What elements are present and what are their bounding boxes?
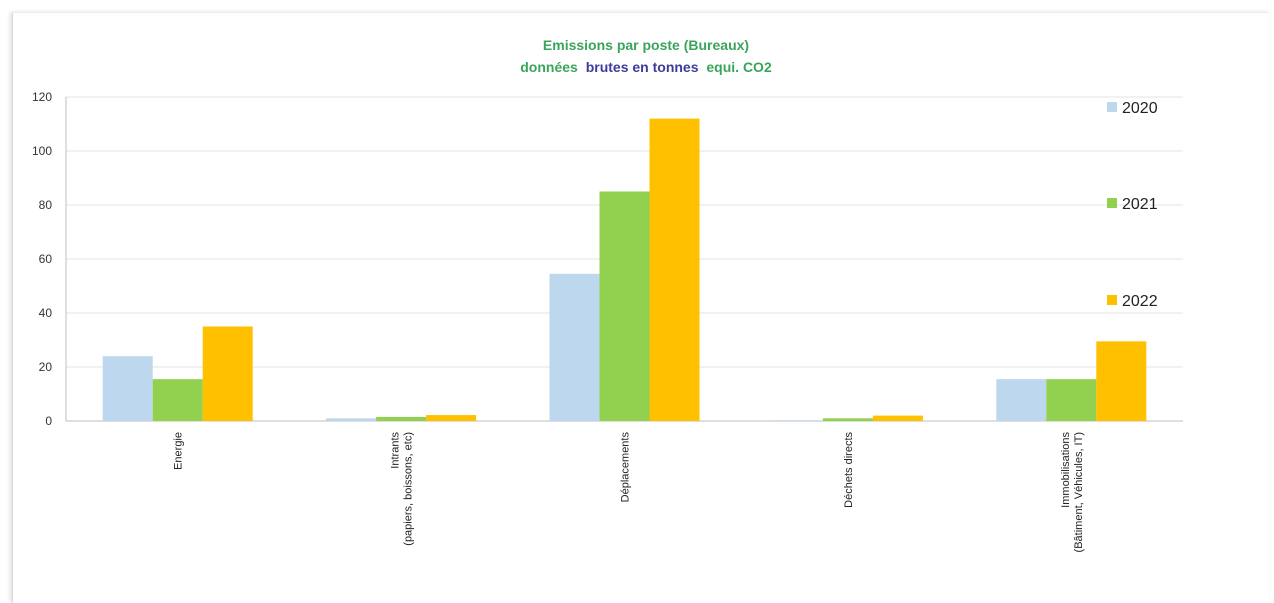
- legend-swatch: [1107, 102, 1117, 112]
- subtitle-part-2: brutes en tonnes: [586, 59, 699, 75]
- bar: [599, 191, 650, 421]
- y-tick-label: 120: [32, 90, 52, 104]
- legend-swatch: [1107, 198, 1117, 208]
- y-tick-label: 80: [39, 198, 53, 212]
- chart-subtitle: données brutes en tonnes equi. CO2: [520, 59, 772, 75]
- x-category-label: Energie: [173, 432, 185, 470]
- y-tick-label: 60: [39, 252, 53, 266]
- y-tick-label: 20: [39, 360, 53, 374]
- bar: [326, 418, 377, 421]
- legend-label: 2020: [1122, 100, 1158, 117]
- bar: [202, 326, 253, 421]
- legend-swatch: [1107, 295, 1117, 305]
- bar: [996, 379, 1047, 421]
- legend-label: 2022: [1122, 293, 1158, 310]
- legend-label: 2021: [1122, 196, 1158, 213]
- x-category-label: (Bâtiment, Véhicules, IT): [1073, 432, 1085, 552]
- chart-title: Emissions par poste (Bureaux): [543, 37, 749, 53]
- subtitle-part-1: données: [520, 59, 578, 75]
- bar: [1096, 341, 1147, 421]
- bar: [376, 416, 427, 421]
- bar: [549, 273, 600, 421]
- bar: [1046, 379, 1097, 421]
- subtitle-part-3: equi. CO2: [706, 59, 772, 75]
- bar: [426, 415, 477, 421]
- y-tick-label: 100: [32, 144, 52, 158]
- bar: [649, 118, 700, 421]
- x-category-label: Déchets directs: [843, 432, 855, 508]
- bar: [102, 356, 153, 421]
- x-category-label: (papiers, boissons, etc): [403, 432, 415, 546]
- x-category-label: Déplacements: [620, 432, 632, 503]
- x-category-label: Intrants: [390, 432, 402, 469]
- bar: [822, 418, 873, 421]
- y-tick-label: 40: [39, 306, 53, 320]
- bar: [872, 415, 923, 421]
- bar: [772, 420, 823, 421]
- bar: [152, 379, 203, 421]
- y-tick-label: 0: [45, 414, 52, 428]
- x-category-label: Immobilisations: [1060, 432, 1072, 508]
